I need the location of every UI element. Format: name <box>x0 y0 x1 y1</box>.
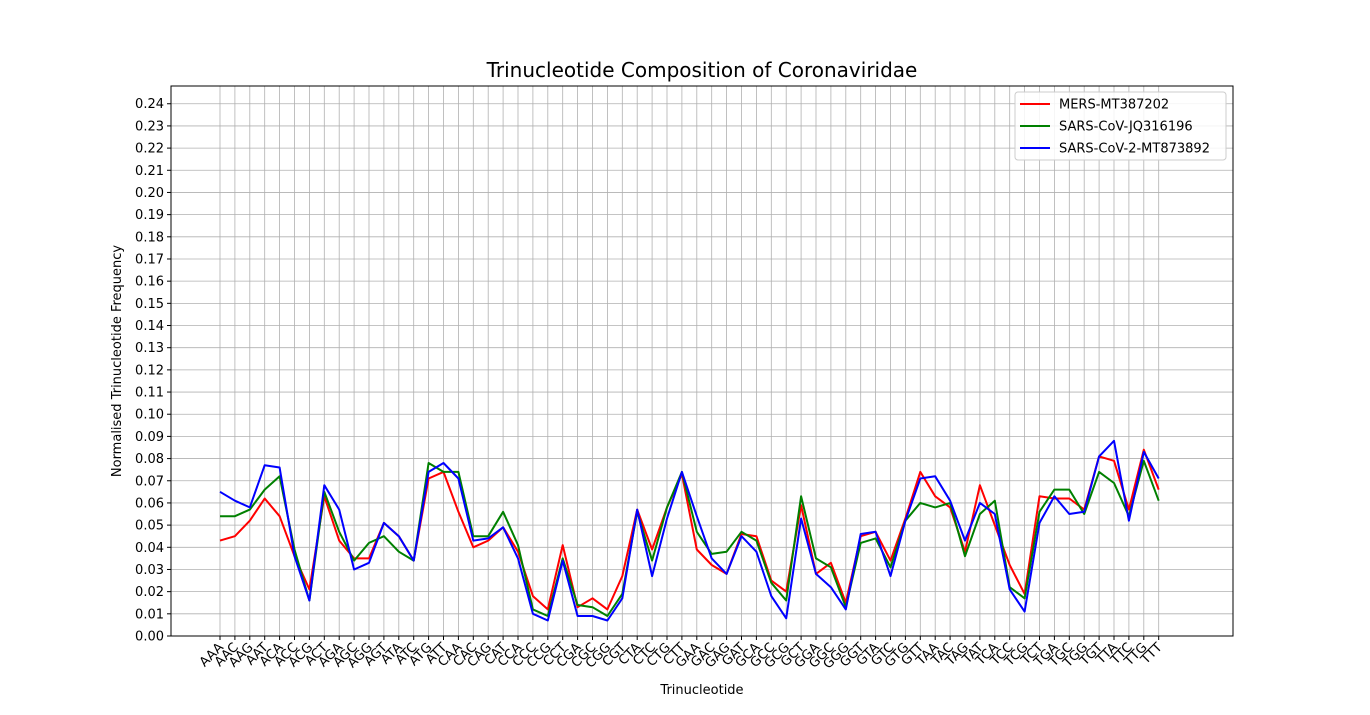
y-tick-label: 0.09 <box>135 430 164 445</box>
x-axis-label: Trinucleotide <box>659 683 743 698</box>
y-tick-label: 0.18 <box>135 230 164 245</box>
chart-title: Trinucleotide Composition of Coronavirid… <box>486 58 918 82</box>
y-tick-label: 0.13 <box>135 341 164 356</box>
y-tick-label: 0.15 <box>135 297 164 312</box>
y-tick-label: 0.04 <box>135 541 164 556</box>
series-line-2 <box>220 459 1160 617</box>
y-tick-label: 0.17 <box>135 252 164 267</box>
y-tick-label: 0.05 <box>135 519 164 534</box>
y-tick-label: 0.16 <box>135 275 164 290</box>
plot-frame <box>170 85 1234 637</box>
y-tick-label: 0.11 <box>135 386 164 401</box>
y-tick-label: 0.10 <box>135 408 164 423</box>
y-axis-label: Normalised Trinucleotide Frequency <box>110 245 125 478</box>
y-axis: 0.00 0.01 0.02 0.03 0.04 0.05 0.06 0.07 0.08 0.09… <box>135 97 171 645</box>
y-tick-label: 0.22 <box>135 142 164 157</box>
y-tick-label: 0.01 <box>135 607 164 622</box>
y-tick-label: 0.07 <box>135 474 164 489</box>
legend: MERS-MT387202 SARS-CoV-JQ316196 SARS-CoV-2… <box>1014 91 1227 161</box>
y-tick-label: 0.20 <box>135 186 164 201</box>
series-lines <box>219 439 1160 622</box>
x-axis: AAAAACAAGAATACAACCACGACTAGAAGCAGGAGTATAA… <box>197 636 1166 672</box>
series-line-3 <box>219 439 1160 622</box>
y-tick-label: 0.24 <box>135 97 164 112</box>
legend-box <box>1014 91 1227 161</box>
y-tick-label: 0.19 <box>135 208 164 223</box>
y-tick-label: 0.08 <box>135 452 164 467</box>
legend-label: SARS-CoV-JQ316196 <box>1059 120 1193 135</box>
y-tick-label: 0.02 <box>135 585 164 600</box>
series-line-1 <box>219 448 1160 611</box>
legend-label: MERS-MT387202 <box>1059 98 1169 113</box>
y-tick-label: 0.21 <box>135 164 164 179</box>
y-tick-label: 0.00 <box>135 630 164 645</box>
y-tick-label: 0.03 <box>135 563 164 578</box>
y-tick-label: 0.14 <box>135 319 164 334</box>
y-tick-label: 0.06 <box>135 496 164 511</box>
legend-label: SARS-CoV-2-MT873892 <box>1059 142 1210 157</box>
y-tick-label: 0.12 <box>135 363 164 378</box>
y-tick-label: 0.23 <box>135 119 164 134</box>
